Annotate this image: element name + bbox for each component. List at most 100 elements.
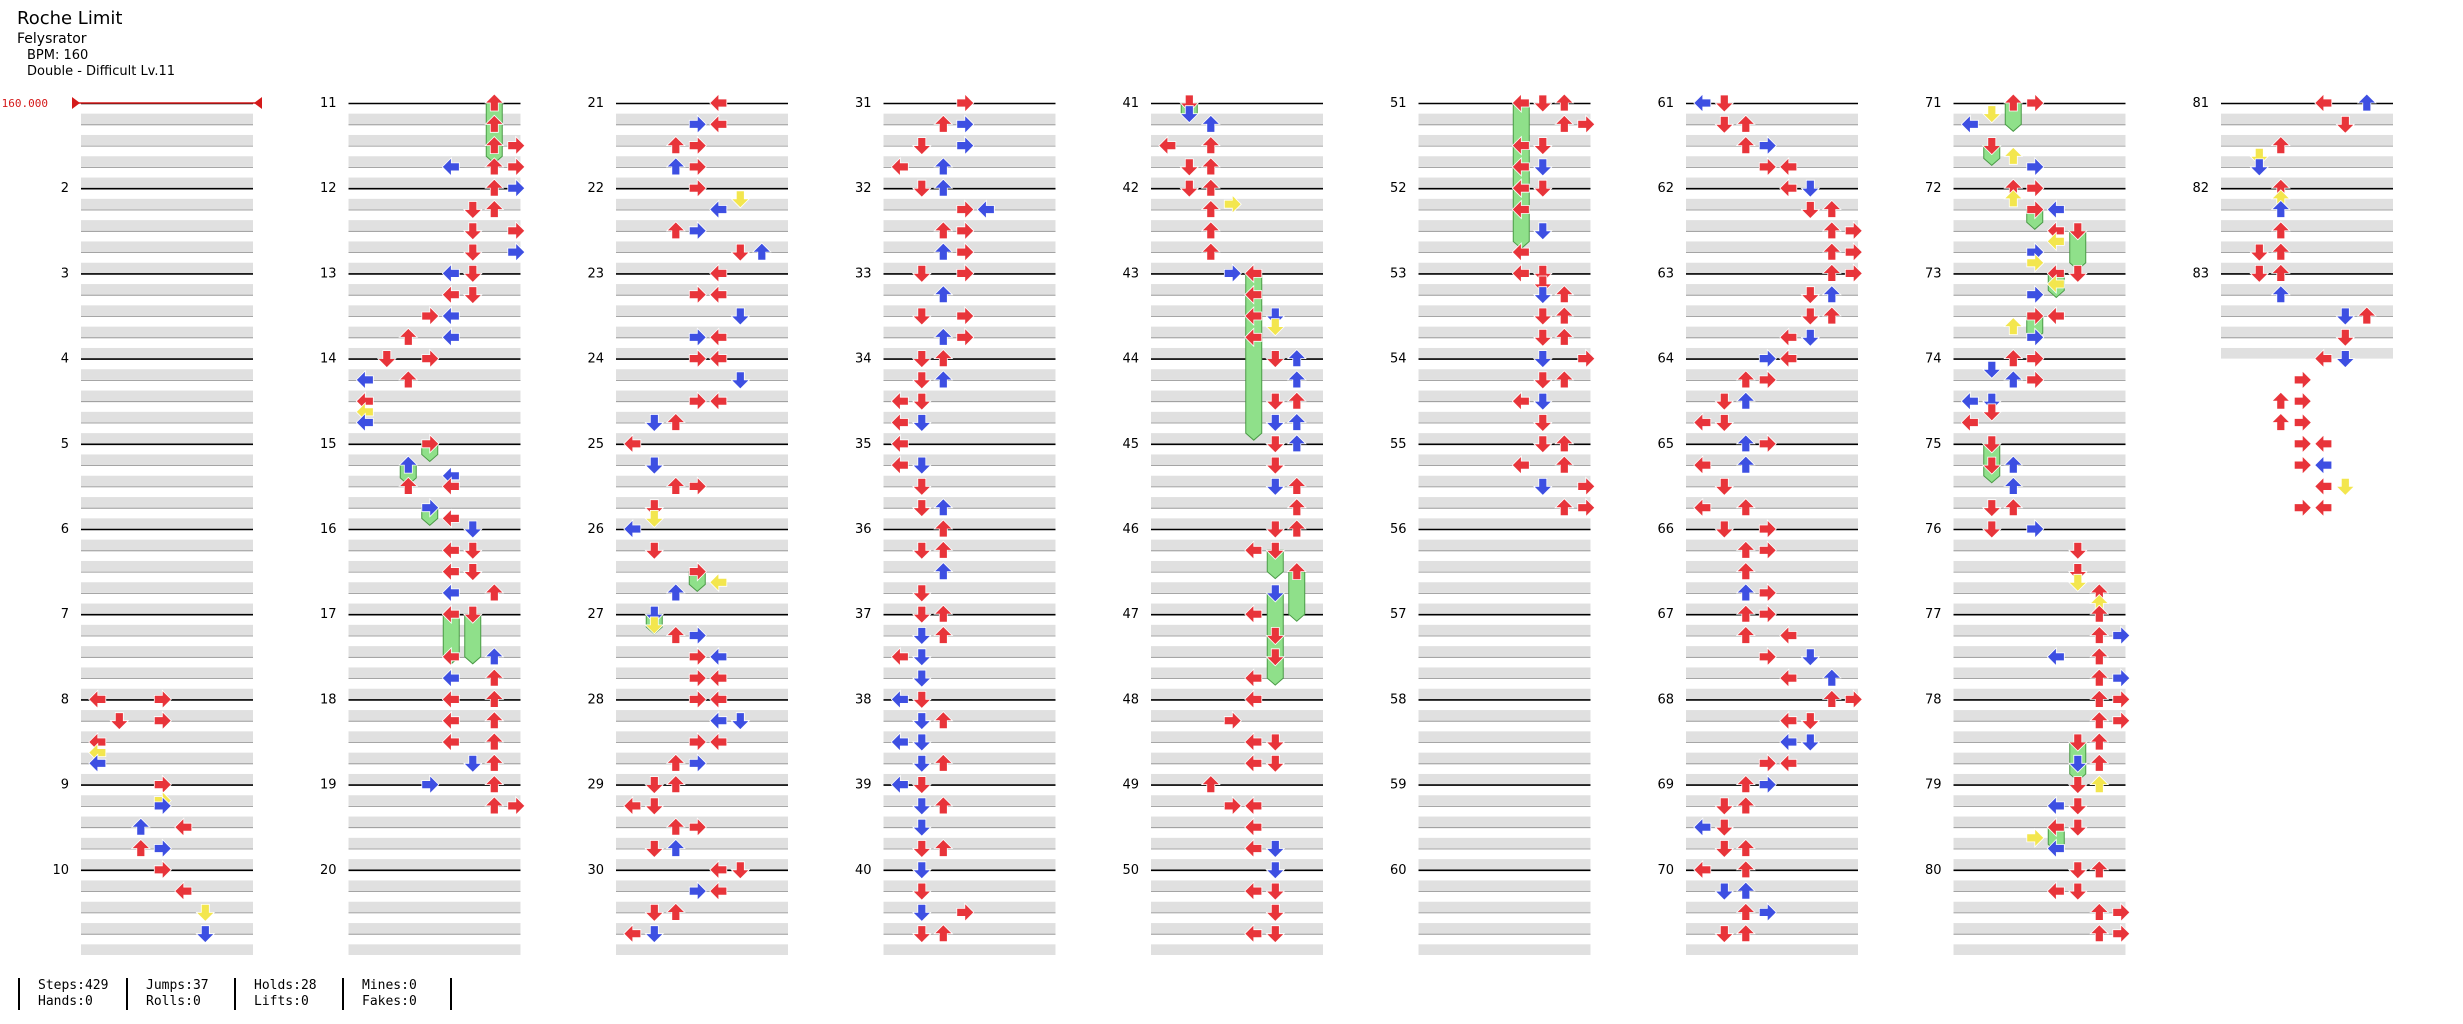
beat-stripe: [1418, 305, 1591, 316]
measure-number: 59: [1390, 778, 1407, 793]
right-arrow-note: [688, 625, 707, 646]
beat-stripe: [1151, 433, 1323, 444]
measure-number: 43: [1122, 266, 1139, 281]
left-arrow-note: [1244, 604, 1263, 625]
beat-stripe: [1953, 518, 2126, 529]
beat-stripe: [1686, 560, 1858, 572]
right-arrow-note: [2112, 923, 2131, 944]
beat-stripe: [1151, 241, 1323, 253]
up-arrow-note: [1735, 838, 1756, 857]
beat-stripe: [348, 518, 521, 529]
right-arrow-note: [2112, 625, 2131, 646]
beat-stripe: [1418, 454, 1591, 466]
beat-stripe: [616, 497, 788, 508]
beat-stripe: [1418, 901, 1591, 913]
beat-stripe: [1418, 497, 1591, 508]
left-arrow-note: [1779, 348, 1798, 369]
left-arrow-note: [355, 369, 374, 390]
beat-stripe: [1686, 752, 1858, 764]
right-arrow-note: [2293, 391, 2312, 412]
down-arrow-note: [2067, 776, 2088, 795]
right-arrow-note: [1758, 135, 1777, 156]
down-arrow-note: [1981, 456, 2002, 475]
stat-steps: Steps:429: [38, 978, 109, 993]
up-arrow-note: [933, 796, 954, 815]
down-arrow-note: [911, 137, 932, 156]
left-arrow-note: [709, 199, 728, 220]
beat-stripe: [1151, 262, 1323, 274]
measure-number: 5: [61, 437, 69, 452]
up-arrow-note: [2089, 924, 2110, 943]
beat-stripe: [81, 923, 253, 934]
beat-stripe: [348, 454, 521, 466]
beat-stripe: [348, 710, 521, 721]
down-arrow-note: [195, 925, 216, 944]
down-arrow-note: [1265, 477, 1286, 496]
down-arrow-note: [1532, 179, 1553, 198]
beat-stripe: [2221, 284, 2393, 295]
up-arrow-note: [1821, 285, 1842, 304]
beat-stripe: [883, 347, 1056, 359]
measure-number: 30: [587, 863, 604, 878]
beat-stripe: [81, 880, 253, 892]
beat-stripe: [1418, 156, 1591, 167]
down-arrow-note: [911, 776, 932, 795]
down-arrow-note: [1532, 414, 1553, 433]
beat-stripe: [348, 731, 521, 742]
beat-stripe: [883, 454, 1056, 466]
beat-stripe: [1151, 624, 1323, 636]
up-arrow-note: [1735, 902, 1756, 921]
beat-stripe: [1953, 603, 2126, 615]
song-bpm: BPM: 160: [27, 48, 89, 63]
down-arrow-note: [1981, 392, 2002, 411]
left-arrow-note: [441, 710, 460, 731]
up-arrow-note: [1735, 860, 1756, 879]
up-arrow-note: [1735, 775, 1756, 793]
up-arrow-note: [1286, 562, 1307, 580]
left-arrow-note: [2046, 199, 2065, 220]
down-arrow-note: [1981, 499, 2002, 518]
beat-stripe: [1418, 816, 1591, 828]
down-arrow-note: [644, 616, 665, 635]
up-arrow-note: [2270, 221, 2291, 240]
measure-number: 47: [1122, 607, 1139, 622]
left-arrow-note: [1511, 93, 1530, 113]
measure-number: 10: [52, 863, 69, 878]
beat-stripe: [1686, 326, 1858, 338]
down-arrow-note: [1714, 477, 1735, 496]
down-arrow-note: [644, 925, 665, 944]
up-arrow-note: [484, 775, 505, 793]
measure-grid: [81, 102, 2393, 955]
beat-stripe: [1151, 284, 1323, 295]
beat-stripe: [2221, 305, 2393, 316]
right-arrow-note: [688, 220, 707, 241]
down-arrow-note: [644, 840, 665, 859]
beat-stripe: [1686, 667, 1858, 679]
down-arrow-note: [1714, 882, 1735, 901]
beat-stripe: [1953, 667, 2126, 679]
left-arrow-note: [2046, 646, 2065, 667]
beat-stripe: [616, 454, 788, 466]
beat-stripe: [81, 113, 253, 125]
beat-stripe: [1686, 518, 1858, 529]
beat-stripe: [81, 539, 253, 551]
beat-stripe: [1686, 177, 1858, 189]
beat-stripe: [1686, 369, 1858, 380]
beat-stripe: [2221, 326, 2393, 338]
down-arrow-note: [2067, 754, 2088, 773]
right-arrow-note: [688, 646, 707, 667]
beat-stripe: [81, 667, 253, 679]
up-arrow-note: [2003, 317, 2024, 336]
down-arrow-note: [1800, 286, 1821, 305]
beat-stripe: [616, 731, 788, 742]
up-arrow-note: [1200, 157, 1221, 176]
measure-number: 19: [320, 778, 337, 793]
beat-stripe: [1151, 113, 1323, 125]
beat-stripe: [1418, 710, 1591, 721]
measure-number: 42: [1122, 181, 1139, 196]
right-arrow-note: [2026, 827, 2045, 848]
left-arrow-note: [1244, 838, 1263, 859]
down-arrow-note: [1714, 818, 1735, 837]
down-arrow-note: [1265, 840, 1286, 859]
right-arrow-note: [956, 114, 975, 135]
